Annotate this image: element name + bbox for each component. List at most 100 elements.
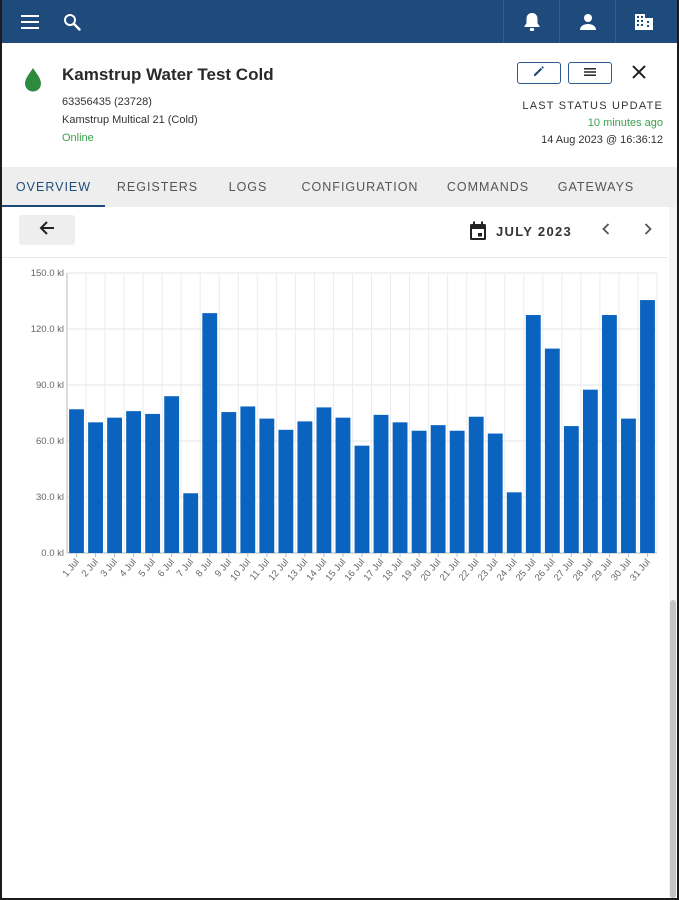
y-tick-label: 60.0 kl [36, 436, 64, 447]
x-tick-label: 28 Jul [571, 557, 596, 583]
daily-consumption-chart: 0.0 kl 30.0 kl 60.0 kl 90.0 kl 120.0 kl 150.0… [2, 258, 667, 598]
x-tick-label: 20 Jul [419, 557, 444, 583]
x-tick-label: 23 Jul [476, 557, 501, 583]
more-options-button[interactable] [568, 62, 612, 84]
overview-toolbar: JULY 2023 [2, 207, 667, 258]
bar [202, 313, 218, 553]
bar [563, 426, 579, 553]
bar [221, 412, 237, 553]
bar [640, 300, 655, 553]
x-tick-label: 22 Jul [457, 557, 482, 583]
bar [392, 422, 408, 553]
last-update-ago: 10 minutes ago [587, 117, 663, 129]
x-tick-label: 18 Jul [381, 557, 406, 583]
appbar-divider [559, 0, 560, 43]
top-app-bar [2, 0, 677, 44]
x-tick-label: 25 Jul [514, 557, 539, 583]
arrow-left-icon [39, 220, 55, 240]
y-tick-label: 30.0 kl [36, 492, 64, 503]
chevron-left-icon [602, 222, 610, 240]
bar [259, 418, 275, 553]
bar [621, 418, 636, 553]
next-month-button[interactable] [638, 220, 658, 242]
x-tick-label: 24 Jul [495, 557, 520, 583]
bar [88, 422, 103, 553]
bar [373, 414, 389, 553]
bar [582, 389, 598, 553]
tab-bar: OVERVIEW REGISTERS LOGS CONFIGURATION CO… [2, 167, 677, 207]
device-id: 63356435 (23728) [62, 96, 152, 108]
bar [183, 493, 199, 553]
account-icon[interactable] [560, 0, 616, 43]
bar [449, 430, 465, 553]
y-tick-label: 0.0 kl [41, 548, 64, 559]
bar [69, 409, 84, 553]
x-tick-label: 17 Jul [362, 557, 387, 583]
bell-icon[interactable] [504, 0, 560, 43]
bar [354, 445, 370, 553]
search-icon[interactable] [44, 0, 100, 43]
x-tick-label: 2 Jul [80, 557, 101, 579]
bar [297, 421, 313, 553]
appbar-divider [615, 0, 616, 43]
appbar-divider [503, 0, 504, 43]
bar [525, 315, 541, 553]
x-tick-label: 15 Jul [324, 557, 349, 583]
previous-month-button[interactable] [596, 220, 616, 242]
close-icon[interactable] [628, 61, 650, 83]
x-tick-label: 21 Jul [438, 557, 463, 583]
bar [316, 407, 332, 553]
bar [487, 433, 503, 553]
y-tick-label: 90.0 kl [36, 380, 64, 391]
x-tick-label: 1 Jul [60, 557, 81, 579]
bar [544, 348, 560, 553]
bar [411, 430, 427, 553]
x-tick-label: 16 Jul [343, 557, 368, 583]
bar [240, 406, 256, 553]
month-label[interactable]: JULY 2023 [496, 224, 573, 239]
x-tick-label: 3 Jul [99, 557, 120, 579]
bar [335, 417, 351, 553]
device-model: Kamstrup Multical 21 (Cold) [62, 114, 198, 126]
menu-icon[interactable] [2, 0, 58, 43]
x-tick-label: 7 Jul [175, 557, 196, 579]
tab-configuration[interactable]: CONFIGURATION [301, 180, 419, 194]
bar [145, 413, 161, 553]
tab-registers[interactable]: REGISTERS [116, 180, 199, 194]
x-tick-label: 14 Jul [305, 557, 330, 583]
tab-logs[interactable]: LOGS [228, 180, 268, 194]
bar [107, 417, 123, 553]
x-tick-label: 6 Jul [156, 557, 177, 579]
tab-commands[interactable]: COMMANDS [446, 180, 530, 194]
water-drop-icon [23, 67, 43, 98]
device-header: Kamstrup Water Test Cold 63356435 (23728… [2, 43, 677, 167]
calendar-icon[interactable] [469, 221, 487, 246]
device-title: Kamstrup Water Test Cold [62, 65, 274, 84]
y-tick-label: 150.0 kl [31, 268, 64, 279]
scrollbar-thumb[interactable] [670, 600, 676, 898]
bar [430, 425, 446, 553]
x-tick-label: 31 Jul [628, 557, 653, 583]
tab-gateways[interactable]: GATEWAYS [557, 180, 635, 194]
tab-overview[interactable]: OVERVIEW [2, 167, 105, 207]
building-icon[interactable] [616, 0, 672, 43]
x-tick-label: 8 Jul [194, 557, 215, 579]
x-tick-label: 19 Jul [400, 557, 425, 583]
y-tick-label: 120.0 kl [31, 324, 64, 335]
x-tick-label: 13 Jul [285, 557, 310, 583]
x-tick-label: 10 Jul [228, 557, 253, 583]
bar [278, 429, 294, 553]
bar-chart: 0.0 kl 30.0 kl 60.0 kl 90.0 kl 120.0 kl 150.0… [31, 268, 658, 583]
list-menu-icon [584, 64, 596, 82]
back-button[interactable] [19, 215, 75, 245]
chevron-right-icon [644, 222, 652, 240]
pencil-icon [533, 64, 545, 82]
last-status-update-label: LAST STATUS UPDATE [522, 100, 663, 112]
bar [468, 416, 484, 553]
edit-button[interactable] [517, 62, 561, 84]
x-tick-label: 12 Jul [266, 557, 291, 583]
x-tick-label: 26 Jul [533, 557, 558, 583]
scrollbar-track[interactable] [669, 207, 677, 898]
device-status: Online [62, 132, 94, 144]
